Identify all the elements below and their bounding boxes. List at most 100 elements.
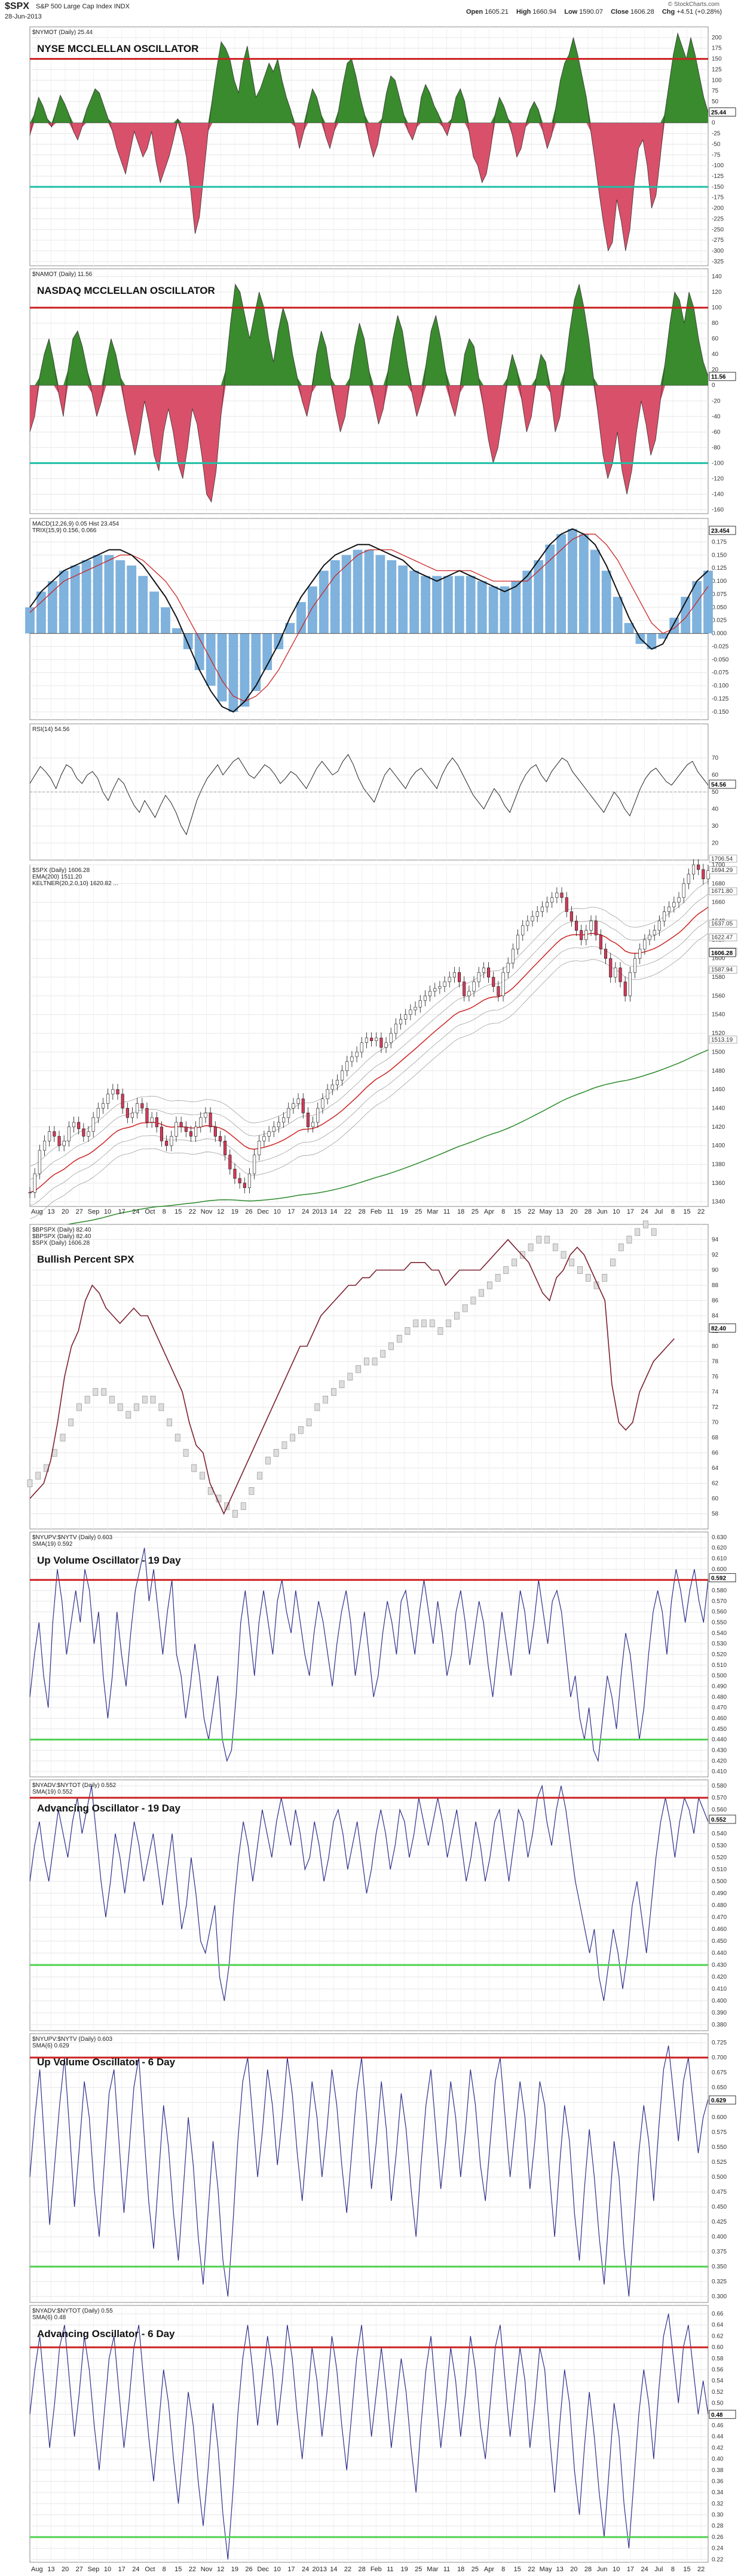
candle-body — [580, 930, 583, 940]
y-tick-label: 0.570 — [712, 1598, 727, 1605]
chart-date: 28-Jun-2013 — [5, 13, 42, 20]
y-tick-label: 0.580 — [712, 1783, 727, 1789]
panel-uvo6: 0.7250.7000.6750.6500.6250.6000.5750.550… — [29, 2033, 736, 2303]
histogram-bar — [115, 560, 125, 634]
spx-overlay-bar — [512, 1258, 517, 1267]
y-tick-label: -50 — [712, 141, 721, 148]
x-tick-label: 22 — [344, 2566, 351, 2573]
y-tick-label: -75 — [712, 152, 721, 158]
candle-body — [267, 1131, 271, 1137]
y-tick-label: 1460 — [712, 1086, 725, 1093]
panel-nymo: 2001751501251007550250-25-50-75-100-125-… — [29, 26, 736, 266]
histogram-bar — [590, 549, 600, 634]
x-tick-label: 28 — [359, 1208, 366, 1215]
y-tick-label: 0.620 — [712, 1545, 727, 1552]
price-label-box — [709, 855, 737, 863]
y-tick-label: -0.050 — [712, 656, 729, 663]
x-tick-label: 27 — [76, 2566, 83, 2573]
y-tick-label: 0.675 — [712, 2070, 727, 2076]
y-tick-label: 0.560 — [712, 1609, 727, 1616]
y-tick-label: 0.50 — [712, 2400, 724, 2407]
candle-body — [326, 1089, 329, 1100]
x-tick-label: 19 — [400, 1208, 408, 1215]
x-tick-label: 22 — [189, 2566, 196, 2573]
x-tick-label: May — [540, 2566, 552, 2573]
candle-body — [277, 1122, 281, 1128]
y-tick-label: 0.42 — [712, 2445, 724, 2451]
candle-body — [204, 1113, 207, 1118]
x-tick-label: 22 — [697, 1208, 705, 1215]
x-tick-label: 22 — [528, 2566, 535, 2573]
candle-body — [116, 1089, 120, 1095]
x-tick-label: 18 — [457, 2566, 464, 2573]
last-value-box — [709, 2409, 736, 2419]
candle-body — [179, 1122, 183, 1128]
legend-entry: SMA(19) 0.552 — [32, 1789, 73, 1795]
x-tick-label: 11 — [443, 2566, 450, 2573]
candle-body — [228, 1155, 232, 1169]
y-tick-label: 1380 — [712, 1161, 725, 1168]
candle-body — [272, 1126, 275, 1132]
y-tick-label: 0.430 — [712, 1747, 727, 1754]
y-tick-label: -80 — [712, 444, 721, 451]
candle-body — [345, 1061, 349, 1071]
y-tick-label: 0.420 — [712, 1974, 727, 1981]
spx-overlay-bar — [257, 1472, 263, 1480]
candle-body — [67, 1126, 71, 1141]
last-value-box — [709, 371, 736, 381]
y-tick-label: 0 — [712, 120, 715, 127]
histogram-bar — [70, 565, 80, 634]
histogram-bar — [228, 633, 238, 712]
legend-entry: $NYUPV:$NYTV (Daily) 0.603 — [32, 2036, 113, 2043]
candle-body — [160, 1126, 164, 1141]
x-tick-label: Oct — [145, 2566, 155, 2573]
y-tick-label: 64 — [712, 1465, 719, 1472]
x-tick-label: 17 — [627, 1208, 634, 1215]
candle-body — [311, 1122, 315, 1128]
histogram-bar — [488, 586, 498, 634]
candle-body — [48, 1131, 51, 1141]
legend-entry: RSI(14) 54.56 — [32, 726, 70, 733]
last-value: 25.44 — [711, 110, 726, 116]
x-tick-label: 11 — [443, 1208, 450, 1215]
positive-area — [30, 284, 708, 386]
candle-body — [472, 981, 476, 991]
y-tick-label: 0 — [712, 382, 715, 389]
candle-body — [350, 1057, 354, 1062]
x-tick-label: 19 — [231, 1208, 238, 1215]
histogram-bar — [308, 586, 317, 634]
y-tick-label: -0.100 — [712, 683, 729, 689]
x-tick-label: 25 — [471, 2566, 479, 2573]
candle-body — [155, 1117, 158, 1128]
candle-body — [618, 968, 622, 982]
price-label: 1706.54 — [711, 856, 733, 862]
y-tick-label: 0.450 — [712, 2204, 727, 2210]
y-tick-label: 0.525 — [712, 2159, 727, 2166]
y-tick-label: 0.450 — [712, 1938, 727, 1945]
y-tick-label: 1360 — [712, 1180, 725, 1187]
candle-body — [643, 939, 647, 950]
y-tick-label: 0.62 — [712, 2333, 724, 2339]
oscillator-line — [29, 1548, 709, 1763]
x-tick-label: 15 — [174, 1208, 182, 1215]
spx-overlay-bar — [125, 1411, 131, 1419]
y-tick-label: 0.400 — [712, 2234, 727, 2240]
signal-line — [29, 533, 709, 702]
histogram-bar — [511, 581, 521, 634]
y-tick-label: 78 — [712, 1359, 719, 1365]
histogram-bar — [613, 597, 623, 634]
legend-entry: MACD(12,26,9) 0.05 Hist 23.454 — [32, 521, 120, 527]
histogram-bar — [127, 565, 137, 634]
spx-overlay-bar — [314, 1403, 320, 1411]
spx-overlay-bar — [429, 1319, 435, 1328]
price-label: 1513.19 — [711, 1037, 733, 1043]
x-tick-label: 24 — [132, 1208, 139, 1215]
spx-overlay-bar — [479, 1289, 484, 1297]
legend-entry: $NYADV:$NYTOT (Daily) 0.55 — [32, 2308, 113, 2314]
candle-body — [672, 902, 676, 907]
x-tick-label: May — [540, 1208, 552, 1215]
candle-body — [341, 1070, 344, 1080]
x-tick-label: Feb — [370, 2566, 382, 2573]
y-tick-label: 60 — [712, 336, 719, 342]
